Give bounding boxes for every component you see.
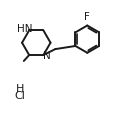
Text: F: F bbox=[84, 12, 90, 22]
Text: N: N bbox=[43, 51, 51, 61]
Text: Cl: Cl bbox=[14, 91, 25, 101]
Text: HN: HN bbox=[17, 24, 32, 34]
Text: H: H bbox=[15, 84, 24, 94]
